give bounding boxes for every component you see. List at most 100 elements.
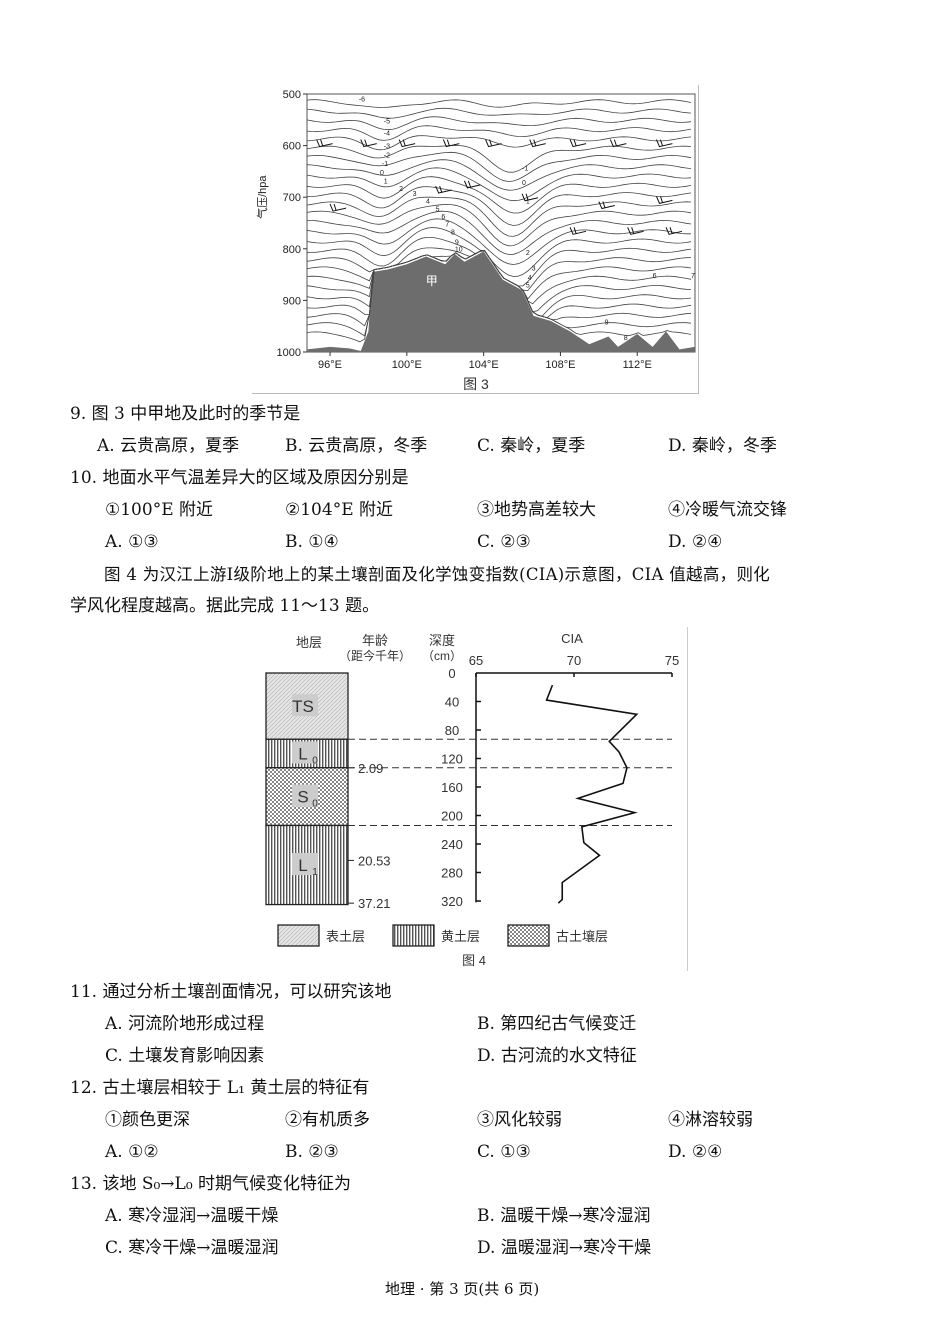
depth-tick-label: 240: [441, 837, 463, 852]
isotherm-label: 7: [445, 222, 449, 229]
isotherm-label: 3: [413, 191, 417, 198]
q10-option-c[interactable]: C. ②③: [477, 532, 531, 552]
column-header-age: 年龄: [362, 633, 388, 648]
q12-item-1: ①颜色更深: [105, 1110, 190, 1130]
isotherm-label: 5: [526, 283, 530, 290]
isotherm-label: 1: [526, 198, 530, 205]
isotherm-label: 1: [384, 178, 388, 185]
isotherm-line: [306, 250, 692, 343]
stratum-label: TS: [292, 697, 314, 716]
legend-label: 黄土层: [441, 929, 480, 944]
depth-tick-label: 40: [445, 695, 459, 710]
isotherm-label: -4: [384, 130, 390, 137]
x-tick-label: 104°E: [469, 359, 499, 371]
isotherm-line: [306, 125, 692, 141]
q12-option-a[interactable]: A. ①②: [105, 1142, 159, 1162]
depth-tick-label: 0: [448, 666, 455, 681]
stratum-label-bg: [292, 784, 318, 807]
intro-line-2: 学风化程度越高。据此完成 11～13 题。: [70, 596, 380, 616]
y-tick-label: 700: [283, 192, 301, 204]
q10-item-2: ②104°E 附近: [285, 500, 394, 520]
wind-barb-icon: [329, 203, 347, 212]
wind-barb-icon: [316, 139, 333, 148]
y-tick-label: 1000: [277, 347, 301, 359]
q9-option-c[interactable]: C. 秦岭，夏季: [477, 436, 586, 456]
cia-tick-label: 70: [567, 653, 581, 668]
stratum-label: L: [298, 745, 307, 764]
wind-barb-icon: [609, 139, 627, 148]
isotherm-label: -1: [382, 161, 388, 168]
stratum-label: L: [298, 856, 307, 875]
q11-option-c[interactable]: C. 土壤发育影响因素: [105, 1046, 265, 1066]
q9-option-b[interactable]: B. 云贵高原，冬季: [285, 436, 428, 456]
column-header-depth: 深度: [429, 633, 455, 648]
isotherm-label: 2: [399, 186, 403, 193]
q10-option-b[interactable]: B. ①④: [285, 532, 339, 552]
wind-barb-icon: [485, 139, 502, 148]
x-tick-label: 112°E: [623, 359, 652, 371]
q9-stem: 9. 图 3 中甲地及此时的季节是: [70, 404, 301, 424]
stratum-label-sub: 0: [312, 799, 318, 810]
age-label: 37.21: [358, 896, 391, 911]
isotherm-label: 9: [605, 320, 609, 327]
q11-option-b[interactable]: B. 第四纪古气候变迁: [477, 1014, 637, 1034]
stratum-label-sub: 0: [312, 756, 318, 767]
cia-tick-label: 75: [665, 653, 679, 668]
wind-barb-icon: [360, 139, 377, 148]
q11-option-d[interactable]: D. 古河流的水文特征: [477, 1046, 637, 1066]
isotherm-line: [306, 227, 692, 277]
isotherm-line: [307, 210, 692, 255]
isotherm-label: -5: [384, 118, 390, 125]
q10-option-d[interactable]: D. ②④: [668, 532, 723, 552]
q13-option-d[interactable]: D. 温暖湿润→寒冷干燥: [477, 1238, 652, 1258]
wind-barb-icon: [398, 139, 416, 148]
depth-tick-label: 320: [441, 894, 463, 909]
figure-4: 地层 年龄 （距今千年） 深度 （cm） CIA TS L 0 S 0 L 1 2.09 20.53 37.2…: [262, 627, 688, 971]
q13-option-b[interactable]: B. 温暖干燥→寒冷湿润: [477, 1206, 651, 1226]
isotherm-label: -2: [384, 152, 390, 159]
column-header-age-unit: （距今千年）: [339, 648, 411, 663]
q9-option-d[interactable]: D. 秦岭，冬季: [668, 436, 777, 456]
q11-stem: 11. 通过分析土壤剖面情况，可以研究该地: [70, 982, 392, 1002]
q11-option-a[interactable]: A. 河流阶地形成过程: [105, 1014, 265, 1034]
isotherm-line: [306, 144, 692, 173]
q10-option-a[interactable]: A. ①③: [105, 532, 159, 552]
q9-option-a[interactable]: A. 云贵高原，夏季: [97, 436, 240, 456]
y-tick-label: 500: [283, 89, 301, 101]
terrain-shape: [307, 251, 695, 352]
column-header-stratum: 地层: [296, 635, 322, 650]
stratum-label-bg: [292, 853, 318, 876]
isotherm-label: 0: [522, 180, 526, 187]
age-label: 20.53: [358, 853, 391, 868]
cia-axis-title: CIA: [561, 631, 583, 646]
isotherm-label: 6: [441, 214, 445, 221]
q13-option-a[interactable]: A. 寒冷湿润→温暖干燥: [105, 1206, 279, 1226]
isotherm-label: 4: [426, 198, 430, 205]
depth-tick-label: 120: [441, 752, 463, 767]
wind-barb-icon: [435, 185, 452, 194]
cia-tick-label: 65: [469, 653, 483, 668]
wind-barb-icon: [529, 139, 546, 148]
figure-4-caption: 图 4: [462, 953, 486, 968]
isotherm-label: 10: [455, 246, 463, 253]
isotherm-line: [306, 151, 692, 182]
q12-option-d[interactable]: D. ②④: [668, 1142, 723, 1162]
legend-label: 古土壤层: [556, 929, 608, 944]
depth-tick-label: 280: [441, 866, 463, 881]
q12-item-4: ④淋溶较弱: [668, 1110, 753, 1130]
q12-option-c[interactable]: C. ①③: [477, 1142, 531, 1162]
figure-3: -6 -5 -4 -3 -2 -1 0 1 2 3 4 5 6 7 8 9 10 -1 0 1 2 3 4 5 6 7 9 8 甲 500…: [252, 85, 699, 394]
q12-option-b[interactable]: B. ②③: [285, 1142, 339, 1162]
q12-item-2: ②有机质多: [285, 1110, 370, 1130]
age-label: 2.09: [358, 761, 383, 776]
q13-stem: 13. 该地 S₀→L₀ 时期气候变化特征为: [70, 1174, 352, 1194]
isotherm-line: [306, 218, 691, 265]
legend-swatch-loess: [392, 924, 435, 947]
q10-item-1: ①100°E 附近: [105, 500, 214, 520]
y-axis-label: 气压/hpa: [255, 175, 269, 219]
wind-barb-icon: [442, 139, 460, 148]
q13-option-c[interactable]: C. 寒冷干燥→温暖湿润: [105, 1238, 279, 1258]
wind-barb-icon: [463, 180, 481, 189]
